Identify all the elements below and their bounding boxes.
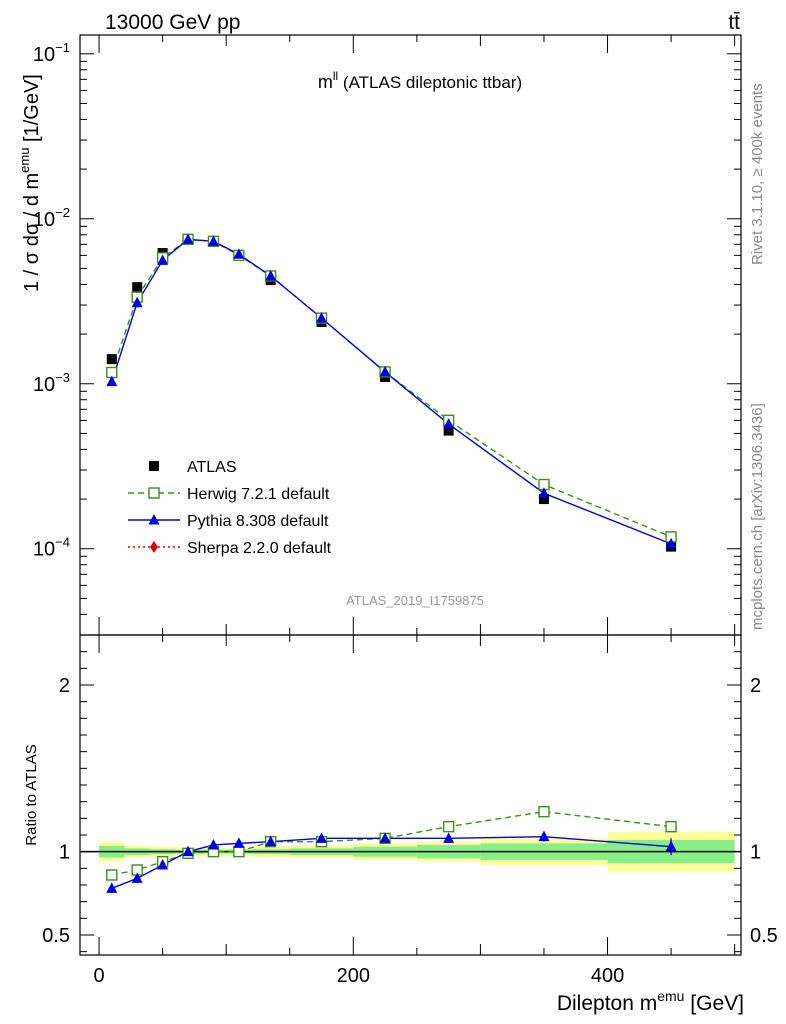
energy-label: 13000 GeV pp	[105, 11, 240, 34]
legend-label: Sherpa 2.2.0 default	[187, 540, 332, 557]
main-panel: 10−1 10−2 10−3 10−4 mll (ATLAS dileptonic t…	[17, 34, 742, 636]
process-label: tt̄	[728, 11, 740, 34]
data-point	[106, 375, 118, 387]
mcplots-label: mcplots.cern.ch [arXiv:1306.3436]	[749, 403, 766, 630]
ratio-tick-label: 1	[59, 842, 70, 864]
data-point	[265, 269, 277, 281]
legend-marker	[149, 461, 159, 471]
y-tick-label: 10−2	[33, 205, 70, 231]
ratio-panel: 2 2 1 1 0.5 0.5 Ratio to ATLAS	[23, 634, 778, 956]
series-line	[111, 238, 672, 545]
ratio-axis-label: Ratio to ATLAS	[23, 744, 40, 845]
ratio-point	[665, 840, 677, 852]
data-point	[182, 233, 194, 244]
rivet-label: Rivet 3.1.10, ≥ 400k events	[749, 83, 766, 265]
analysis-id: ATLAS_2019_I1759875	[346, 593, 484, 608]
ratio-point	[157, 859, 169, 870]
ratio-point	[442, 820, 455, 833]
data-point	[538, 487, 550, 498]
legend-marker	[150, 541, 158, 553]
ratio-frame	[79, 634, 742, 956]
data-point	[233, 248, 245, 259]
ratio-point	[207, 839, 219, 850]
ratio-point	[316, 832, 328, 843]
ratio-point	[538, 830, 550, 842]
ratio-point	[665, 820, 677, 833]
plot-title: mll (ATLAS dileptonic ttbar)	[318, 69, 522, 92]
legend-label: ATLAS	[187, 459, 237, 476]
x-tick-label: 400	[591, 965, 624, 987]
ratio-tick-label-right: 0.5	[750, 925, 778, 947]
legend-marker	[148, 487, 160, 499]
ratio-tick-label: 2	[59, 675, 70, 697]
data-point	[106, 354, 117, 365]
data-point	[207, 235, 219, 246]
ratio-point	[233, 837, 245, 848]
ratio-point	[379, 832, 391, 843]
data-point	[379, 365, 391, 377]
ratio-point	[182, 845, 194, 857]
ratio-tick-label: 0.5	[42, 925, 70, 947]
data-point	[538, 494, 549, 505]
data-point	[316, 312, 328, 323]
data-point	[132, 282, 143, 293]
y-axis-label: 1 / σ dσ / d memu [1/GeV]	[17, 74, 43, 292]
data-point	[443, 425, 454, 436]
ratio-tick-label-right: 2	[750, 675, 761, 697]
ratio-point	[538, 805, 550, 818]
ratio-point	[265, 835, 277, 847]
x-tick-label: 200	[337, 965, 370, 987]
legend-label: Herwig 7.2.1 default	[187, 486, 330, 503]
ratio-tick-label-right: 1	[750, 842, 761, 864]
y-tick-label: 10−4	[33, 535, 70, 561]
ratio-point	[106, 869, 118, 881]
data-point	[443, 418, 455, 429]
data-point	[131, 296, 143, 308]
legend-marker	[148, 514, 160, 525]
data-point	[665, 537, 677, 549]
y-tick-label: 10−3	[33, 370, 70, 396]
data-point	[157, 254, 169, 265]
x-axis-label: Dilepton memu [GeV]	[557, 988, 744, 1015]
legend-label: Pythia 8.308 default	[187, 513, 329, 530]
ratio-point	[443, 832, 455, 843]
y-tick-label: 10−1	[33, 40, 70, 66]
legend: ATLAS Herwig 7.2.1 default Pythia 8.308 de…	[128, 459, 332, 557]
x-tick-label: 0	[94, 965, 105, 987]
ratio-point	[106, 882, 118, 893]
ratio-point	[233, 845, 245, 858]
ratio-point	[131, 872, 143, 883]
